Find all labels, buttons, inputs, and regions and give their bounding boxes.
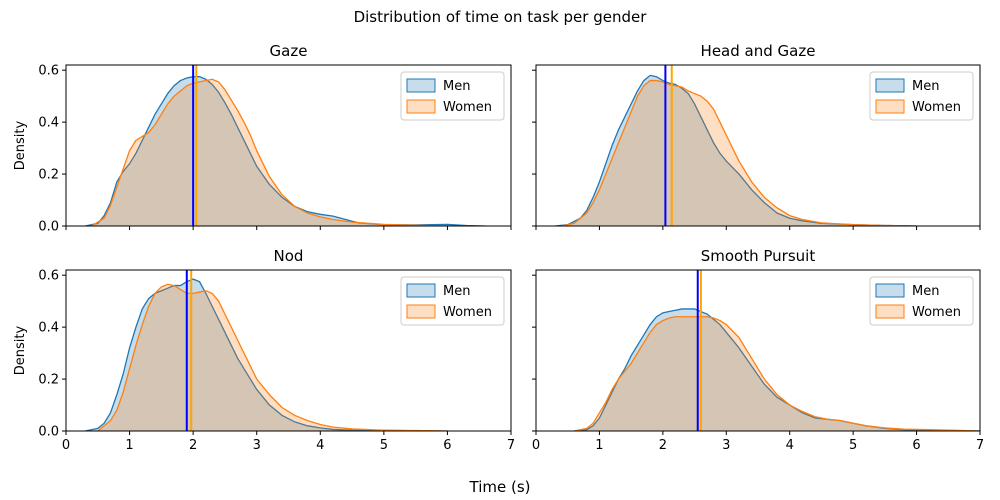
density-fill-men [85, 76, 486, 226]
x-axis-label: Time (s) [469, 478, 531, 496]
density-series-group [84, 76, 486, 226]
panel-title: Nod [274, 247, 304, 265]
x-tick-label: 3 [722, 438, 730, 453]
x-tick-label: 0 [532, 438, 540, 453]
density-fill-women [91, 79, 448, 226]
y-tick-label: 0.6 [38, 64, 59, 79]
density-line-women [561, 79, 917, 226]
axes-frame [535, 269, 981, 432]
panel-0: Gaze 0.0 0.2 0.4 0.6 Density Men Women [13, 42, 512, 235]
panel-3: Smooth Pursuit 0 1 2 3 4 5 6 7 Men Women [532, 247, 984, 453]
density-line-men [84, 76, 486, 226]
x-tick-label: 2 [659, 438, 667, 453]
x-tick-label: 0 [62, 438, 70, 453]
legend-label-men: Men [912, 79, 939, 94]
x-tick-label: 5 [380, 438, 388, 453]
legend-label-women: Women [443, 100, 492, 115]
x-tick-label: 2 [189, 438, 197, 453]
legend-label-women: Women [443, 305, 492, 320]
y-tick-label: 0.0 [38, 425, 59, 440]
legend-label-women: Women [912, 100, 961, 115]
legend: Men Women [869, 71, 974, 121]
legend-swatch-men [875, 78, 905, 93]
y-tick-label: 0.2 [38, 168, 59, 183]
density-line-women [573, 316, 980, 431]
y-tick-label: 0.2 [38, 373, 59, 388]
legend: Men Women [400, 276, 505, 326]
x-tick-label: 7 [976, 438, 984, 453]
panel-1: Head and Gaze Men Women [532, 42, 981, 230]
x-tick-label: 7 [507, 438, 515, 453]
y-tick-label: 0.6 [38, 269, 59, 284]
density-fill-men [85, 279, 448, 431]
panel-title: Gaze [270, 42, 308, 60]
legend-swatch-women [875, 304, 905, 319]
legend-label-men: Men [443, 284, 470, 299]
density-fill-men [555, 75, 917, 226]
axes-frame [65, 64, 512, 227]
density-series-group [573, 308, 980, 431]
x-tick-label: 5 [849, 438, 857, 453]
x-tick-label: 6 [443, 438, 451, 453]
legend-label-women: Women [912, 305, 961, 320]
legend-label-men: Men [912, 284, 939, 299]
y-tick-label: 0.4 [38, 116, 59, 131]
legend-swatch-men [406, 78, 436, 93]
legend-box [400, 276, 505, 326]
y-tick-label: 0.0 [38, 220, 59, 235]
density-fill-women [561, 80, 917, 226]
density-series-group [84, 278, 448, 431]
panel-title: Head and Gaze [701, 42, 816, 60]
y-axis-label: Density [13, 120, 28, 170]
x-tick-label: 1 [595, 438, 603, 453]
x-tick-label: 4 [316, 438, 324, 453]
x-tick-label: 4 [786, 438, 794, 453]
legend-label-men: Men [443, 79, 470, 94]
density-fill-men [574, 308, 980, 431]
legend-swatch-men [406, 283, 436, 298]
figure-title: Distribution of time on task per gender [354, 8, 648, 26]
legend-box [400, 71, 505, 121]
axes-frame [65, 269, 512, 432]
legend-swatch-men [875, 283, 905, 298]
x-tick-label: 1 [125, 438, 133, 453]
x-tick-label: 3 [253, 438, 261, 453]
legend-swatch-women [406, 304, 436, 319]
density-fill-women [97, 284, 448, 431]
y-tick-label: 0.4 [38, 321, 59, 336]
density-line-men [84, 278, 448, 431]
density-line-women [97, 283, 448, 431]
legend-swatch-women [406, 99, 436, 114]
density-series-group [554, 74, 917, 226]
x-tick-label: 6 [912, 438, 920, 453]
density-fill-women [574, 316, 980, 431]
panel-title: Smooth Pursuit [701, 247, 816, 265]
legend-box [869, 71, 974, 121]
legend: Men Women [869, 276, 974, 326]
panel-2: Nod 0 1 2 3 4 5 6 7 0.0 0.2 0.4 0.6 Density Men Women [13, 247, 515, 453]
legend: Men Women [400, 71, 505, 121]
y-axis-label: Density [13, 325, 28, 375]
axes-frame [535, 64, 981, 227]
legend-box [869, 276, 974, 326]
legend-swatch-women [875, 99, 905, 114]
density-line-women [91, 78, 448, 226]
